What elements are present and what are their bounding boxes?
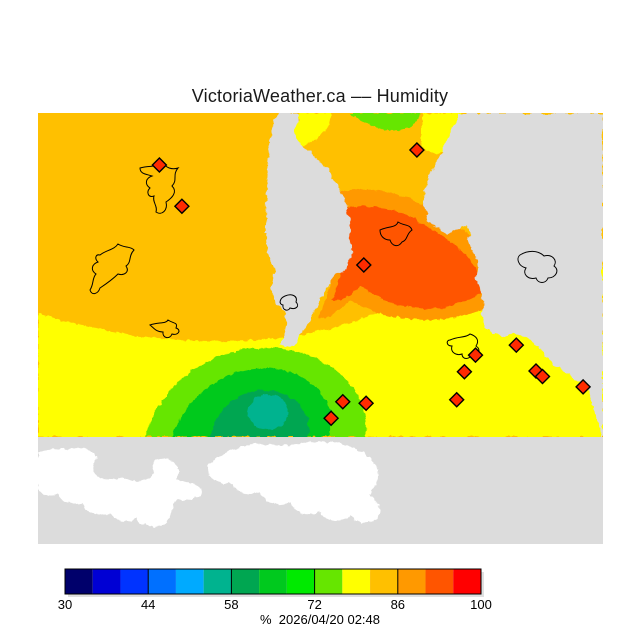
svg-text:58: 58	[224, 597, 238, 612]
svg-text:44: 44	[141, 597, 155, 612]
svg-text:72: 72	[307, 597, 321, 612]
svg-text:86: 86	[391, 597, 405, 612]
svg-text:% 2026/04/20 02:48: % 2026/04/20 02:48	[260, 612, 380, 627]
svg-text:30: 30	[58, 597, 72, 612]
svg-text:100: 100	[470, 597, 492, 612]
